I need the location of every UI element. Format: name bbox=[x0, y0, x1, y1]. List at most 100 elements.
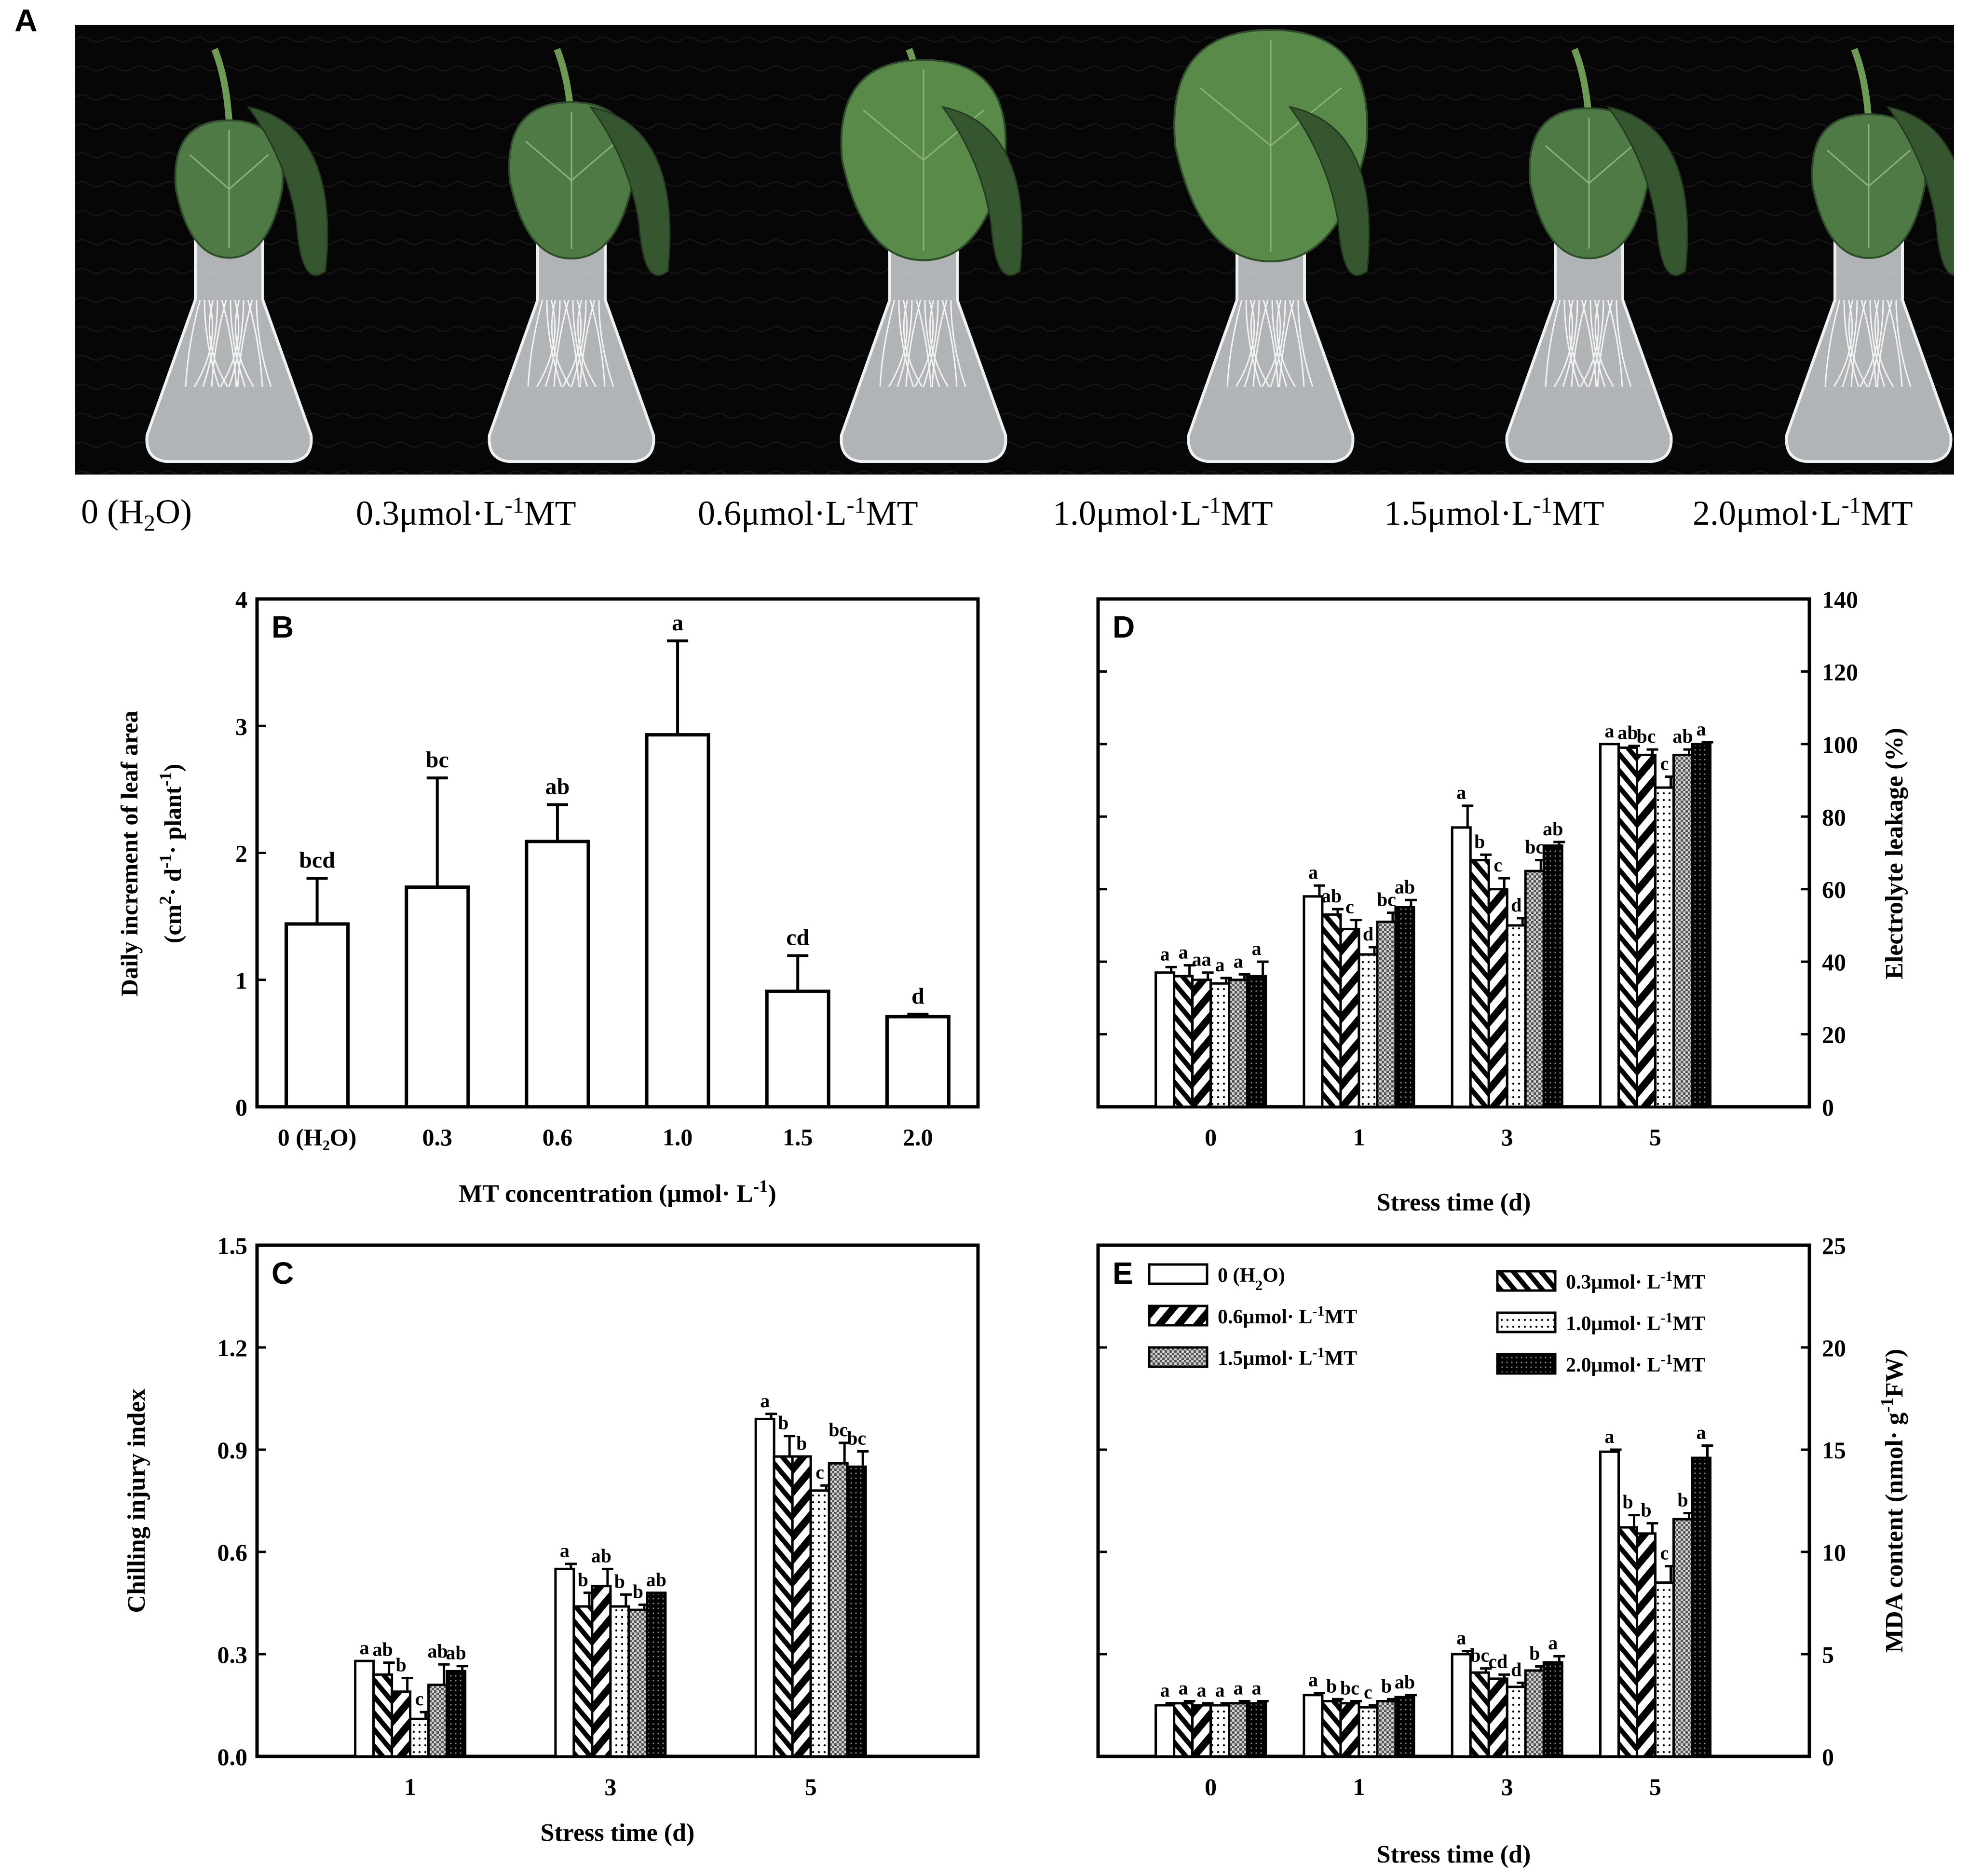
plant-2 bbox=[488, 48, 671, 463]
significance-letter: a bbox=[1234, 950, 1243, 972]
flask bbox=[1187, 212, 1355, 463]
significance-letter: a bbox=[1179, 1677, 1188, 1699]
bar bbox=[1358, 1706, 1379, 1758]
bar bbox=[1524, 1669, 1545, 1758]
bar bbox=[1654, 786, 1675, 1108]
legend-label: 2.0μmol· L-1MT bbox=[1566, 1351, 1705, 1377]
bar bbox=[1451, 826, 1472, 1108]
significance-letter: ab bbox=[1395, 876, 1415, 897]
y-tick-label: 0.9 bbox=[217, 1437, 248, 1464]
significance-letter: a bbox=[360, 1637, 369, 1658]
significance-letter: a bbox=[1605, 1426, 1615, 1447]
bar bbox=[1469, 1671, 1490, 1758]
bar bbox=[1672, 753, 1694, 1108]
y-tick-label: 1 bbox=[235, 967, 247, 994]
significance-letter: b bbox=[1641, 1499, 1651, 1521]
photo-label-1-5: 1.5μmol·L-1MT bbox=[1384, 492, 1604, 532]
y-tick-label: 25 bbox=[1822, 1232, 1846, 1259]
panel-letter-a: A bbox=[14, 2, 38, 38]
legend-swatch bbox=[1148, 1263, 1209, 1285]
plot-frame bbox=[255, 597, 980, 1109]
x-tick-label: 0.3 bbox=[422, 1124, 453, 1151]
bar bbox=[354, 1659, 375, 1758]
bar bbox=[1617, 746, 1639, 1108]
y-tick-label: 1.2 bbox=[217, 1334, 248, 1361]
legend: 0 (H2O) 0.3μmol· L-1MT 0.6μmol· L-1MT 1.0μm… bbox=[1148, 1263, 1705, 1377]
legend-swatch bbox=[1148, 1346, 1209, 1368]
bar bbox=[1228, 979, 1249, 1108]
legend-swatch bbox=[1148, 1305, 1209, 1327]
bar bbox=[1246, 1702, 1267, 1758]
significance-letter: b bbox=[578, 1569, 588, 1591]
x-axis-label: MT concentration (μmol· L-1) bbox=[459, 1177, 776, 1208]
significance-letter: c bbox=[1364, 1681, 1372, 1703]
bar bbox=[1617, 1526, 1639, 1758]
bar bbox=[1487, 888, 1508, 1108]
x-tick-label: 0 bbox=[1205, 1773, 1217, 1800]
y-axis-label: Daily increment of leaf area bbox=[116, 711, 143, 996]
bar bbox=[1358, 953, 1379, 1108]
bar bbox=[1339, 1702, 1360, 1758]
bar bbox=[405, 885, 470, 1109]
significance-letter: a bbox=[1548, 1632, 1558, 1654]
y-tick-label: 3 bbox=[235, 713, 247, 740]
significance-letter: bc bbox=[847, 1427, 866, 1449]
significance-letter: ab bbox=[1617, 722, 1638, 744]
legend-swatch bbox=[1496, 1270, 1557, 1292]
x-tick-label: 2.0 bbox=[903, 1124, 933, 1151]
bar bbox=[409, 1717, 430, 1758]
significance-letter: a bbox=[672, 610, 683, 636]
x-tick-label: 0 bbox=[1205, 1124, 1217, 1151]
bar bbox=[773, 1455, 794, 1758]
wilted-leaf bbox=[1886, 106, 1954, 276]
significance-letter: c bbox=[415, 1688, 424, 1710]
bar bbox=[1173, 975, 1194, 1108]
bar bbox=[1542, 1661, 1563, 1758]
significance-letter: ab bbox=[1321, 885, 1342, 907]
y-axis-label: Chilling injury index bbox=[123, 1388, 150, 1613]
photo-label-1-0: 1.0μmol·L-1MT bbox=[1053, 492, 1273, 532]
bar bbox=[1191, 979, 1212, 1108]
significance-letter: ab bbox=[591, 1545, 611, 1566]
flask bbox=[1785, 212, 1953, 463]
bar bbox=[1209, 1704, 1231, 1758]
y-tick-label: 5 bbox=[1822, 1641, 1834, 1668]
bar bbox=[885, 1015, 951, 1109]
bar bbox=[572, 1605, 594, 1758]
plant-5 bbox=[1505, 48, 1688, 463]
plant-1 bbox=[145, 48, 328, 463]
wilted-leaf bbox=[589, 106, 671, 276]
bar bbox=[1228, 1702, 1249, 1758]
bar bbox=[446, 1670, 467, 1758]
x-tick-label: 3 bbox=[1501, 1124, 1513, 1151]
bar bbox=[1209, 982, 1231, 1108]
y-tick-label: 2 bbox=[235, 840, 247, 867]
significance-letter: ab bbox=[1395, 1671, 1415, 1693]
bar bbox=[1487, 1677, 1508, 1758]
x-tick-label: 1.0 bbox=[663, 1124, 693, 1151]
legend-label: 0.3μmol· L-1MT bbox=[1566, 1268, 1705, 1294]
significance-letter: aa bbox=[1192, 949, 1211, 970]
bar bbox=[828, 1462, 849, 1758]
flask bbox=[1505, 212, 1673, 463]
bar bbox=[1246, 975, 1267, 1108]
legend-label: 0.6μmol· L-1MT bbox=[1218, 1303, 1357, 1329]
significance-letter: d bbox=[911, 983, 924, 1009]
significance-letter: bc bbox=[426, 747, 449, 773]
panel-letter-b: B bbox=[272, 610, 294, 644]
flask bbox=[488, 212, 655, 463]
bar bbox=[1636, 753, 1657, 1108]
bar bbox=[809, 1489, 830, 1758]
flask bbox=[840, 212, 1007, 463]
significance-letter: a bbox=[1456, 782, 1466, 803]
significance-letter: b bbox=[1474, 830, 1485, 852]
bar bbox=[391, 1690, 412, 1758]
y-tick-label: 140 bbox=[1822, 586, 1858, 613]
x-tick-label: 1.5 bbox=[783, 1124, 813, 1151]
bar bbox=[1376, 920, 1397, 1108]
y-tick-label: 0 bbox=[1822, 1094, 1834, 1121]
bar bbox=[1672, 1518, 1694, 1758]
y-axis-label: Electrolyte leakage (%) bbox=[1881, 728, 1908, 979]
